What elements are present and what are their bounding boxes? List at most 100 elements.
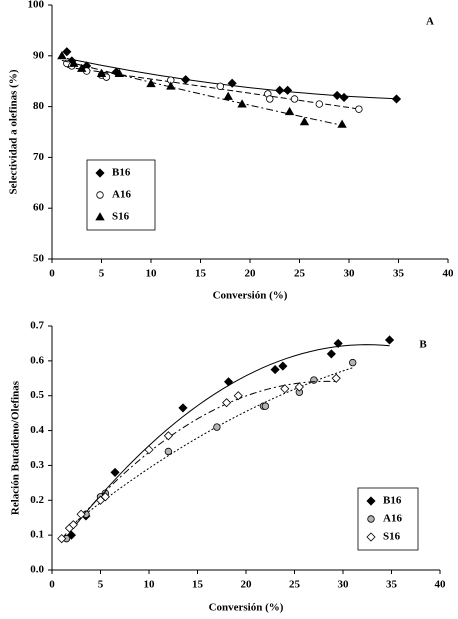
marker — [222, 398, 232, 408]
y-tick-label: 0.4 — [30, 424, 44, 436]
x-tick-label: 5 — [99, 268, 105, 280]
marker — [110, 467, 120, 477]
x-tick-label: 40 — [435, 579, 447, 591]
marker — [384, 335, 395, 345]
marker — [76, 509, 86, 519]
y-axis-label: Selectividad a olefinas (%) — [8, 69, 20, 194]
marker — [100, 492, 110, 502]
x-tick-label: 10 — [146, 268, 158, 280]
marker — [331, 373, 341, 383]
x-tick-label: 0 — [49, 579, 55, 591]
legend-label: S16 — [383, 531, 401, 543]
x-tick-label: 10 — [144, 579, 156, 591]
y-tick-label: 0.5 — [30, 389, 44, 401]
x-tick-label: 25 — [289, 579, 301, 591]
y-tick-label: 100 — [28, 0, 45, 11]
marker — [69, 58, 79, 67]
y-tick-label: 80 — [33, 100, 45, 112]
x-tick-label: 25 — [294, 268, 306, 280]
marker — [164, 447, 173, 456]
marker — [266, 95, 274, 103]
marker — [57, 534, 67, 544]
trend-line — [66, 66, 359, 110]
legend-marker — [95, 212, 105, 221]
x-axis-label: Conversión (%) — [213, 290, 288, 302]
marker — [270, 365, 280, 375]
marker — [261, 402, 270, 410]
trend-line — [61, 59, 343, 126]
marker — [223, 91, 233, 100]
marker — [181, 75, 191, 85]
y-axis-label: Relación Butadieno/Olefinas — [10, 380, 22, 515]
x-tick-label: 5 — [98, 579, 104, 591]
y-tick-label: 0.0 — [30, 564, 44, 576]
marker — [68, 520, 78, 530]
legend-marker — [366, 496, 376, 506]
marker — [332, 90, 342, 100]
trend-line — [61, 380, 337, 540]
marker — [339, 92, 349, 103]
marker — [163, 431, 173, 441]
x-tick-label: 20 — [241, 579, 253, 591]
marker — [216, 82, 224, 90]
marker — [349, 358, 357, 367]
trend-line — [66, 57, 397, 100]
marker — [144, 445, 154, 455]
y-tick-label: 0.3 — [30, 459, 44, 471]
marker — [146, 78, 156, 88]
trend-line — [66, 367, 353, 530]
legend-marker — [367, 515, 375, 523]
marker — [355, 105, 363, 113]
panel-label: A — [426, 16, 434, 28]
marker — [57, 50, 67, 60]
marker — [278, 361, 288, 371]
x-tick-label: 30 — [338, 579, 350, 591]
marker — [284, 106, 295, 116]
marker — [337, 119, 347, 128]
panel-label: B — [419, 339, 427, 351]
marker — [62, 47, 72, 57]
marker — [275, 85, 285, 95]
y-tick-label: 0.6 — [30, 354, 44, 366]
marker — [114, 68, 125, 77]
marker — [233, 391, 243, 401]
x-tick-label: 0 — [49, 268, 55, 280]
x-tick-label: 35 — [386, 579, 398, 591]
marker — [178, 403, 188, 413]
x-tick-label: 20 — [245, 268, 257, 280]
marker — [315, 100, 323, 108]
y-tick-label: 0.2 — [30, 494, 44, 506]
y-tick-label: 0.7 — [30, 320, 44, 332]
legend-label: S16 — [112, 211, 130, 223]
legend-label: B16 — [383, 495, 402, 507]
y-tick-label: 50 — [33, 253, 45, 265]
marker — [227, 78, 237, 88]
legend-marker — [96, 191, 104, 199]
y-tick-label: 60 — [33, 202, 45, 214]
marker — [333, 338, 343, 348]
legend: B16 A16 S16 — [357, 487, 419, 551]
x-axis-label: Conversión (%) — [209, 602, 284, 614]
legend-label: B16 — [112, 167, 131, 179]
trend-line — [71, 344, 390, 531]
legend-label: A16 — [383, 513, 402, 525]
marker — [280, 384, 290, 394]
marker — [213, 423, 221, 431]
legend: B16 A16 S16 — [86, 159, 156, 231]
y-tick-label: 90 — [33, 49, 45, 61]
x-tick-label: 15 — [192, 579, 204, 591]
legend-label: A16 — [112, 189, 131, 201]
legend-marker — [366, 532, 376, 542]
marker — [391, 94, 402, 104]
marker — [326, 349, 336, 359]
marker — [166, 81, 176, 90]
x-tick-label: 15 — [195, 268, 207, 280]
marker — [294, 382, 304, 392]
legend-marker — [95, 168, 105, 178]
x-tick-label: 35 — [393, 268, 405, 280]
x-tick-label: 40 — [443, 268, 455, 280]
marker — [77, 63, 87, 72]
marker — [299, 117, 310, 126]
y-tick-label: 70 — [33, 151, 45, 163]
